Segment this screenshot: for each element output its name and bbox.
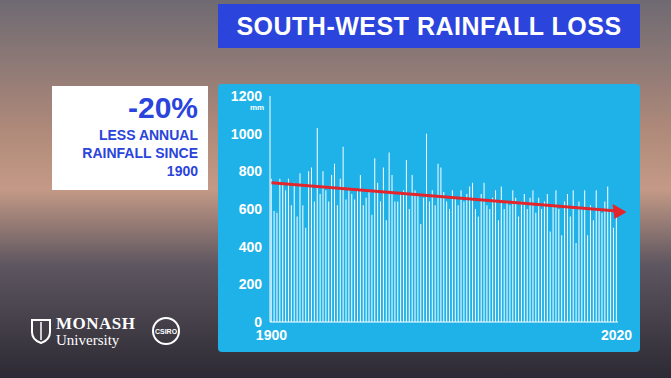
svg-text:800: 800 [239,163,263,179]
svg-text:1900: 1900 [255,326,287,343]
svg-text:1200: 1200 [231,88,262,104]
svg-text:200: 200 [239,276,263,292]
svg-text:0: 0 [254,314,262,330]
html-text:LESS ANNUAL RAINFALL SINCE 190: LESS ANNUAL RAINFALL SINCE 1900 [82,127,198,179]
html-text:University: University [56,332,120,348]
svg-text:1000: 1000 [231,126,262,142]
html-text:mm: mm [250,103,265,112]
svg-text:2020: 2020 [601,327,632,343]
html-text:SOUTH-WEST RAINFALL LOSS: SOUTH-WEST RAINFALL LOSS [236,11,622,40]
svg-text:400: 400 [239,239,263,255]
html-text:CSIRO: CSIRO [154,327,178,335]
html-text:-20%: -20% [128,91,198,124]
svg-text:600: 600 [239,201,263,217]
html-text:MONASH: MONASH [56,314,136,333]
